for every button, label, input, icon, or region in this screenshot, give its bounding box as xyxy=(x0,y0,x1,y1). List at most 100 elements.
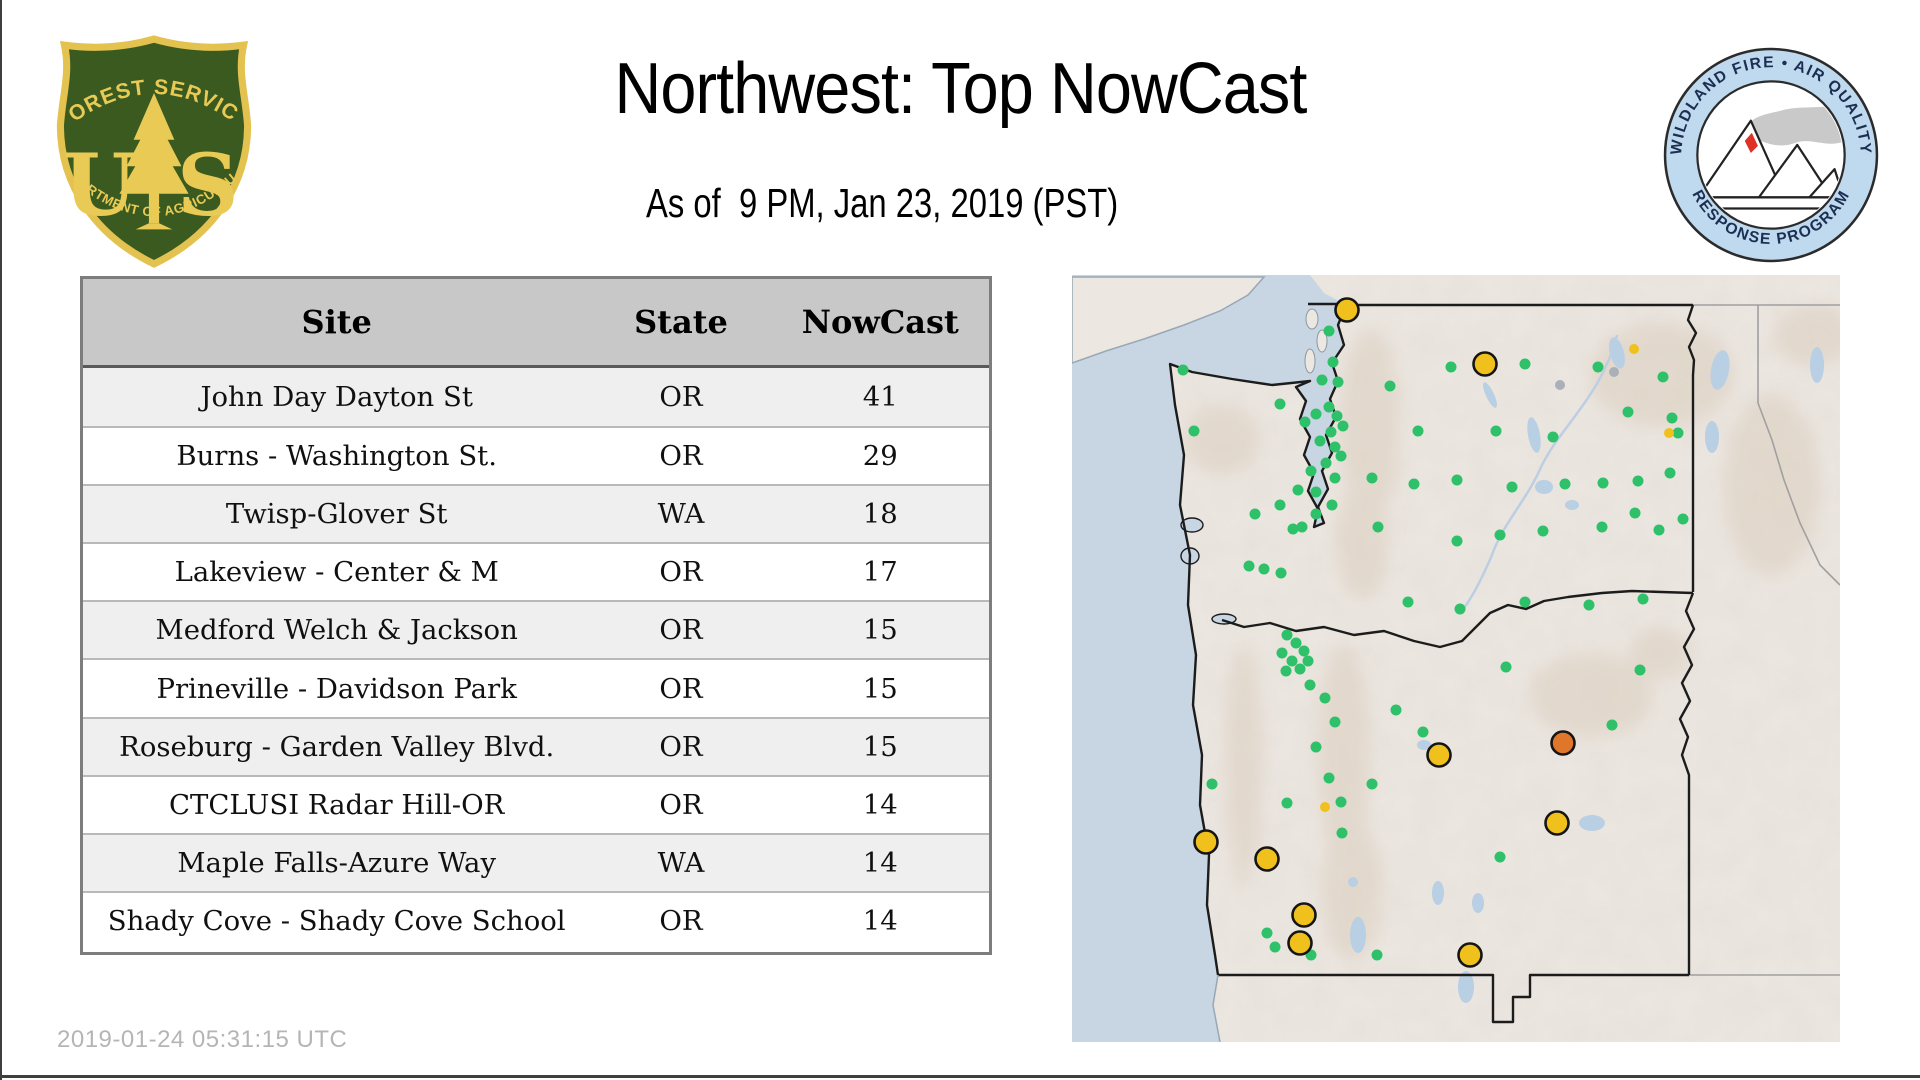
monitor-dot-green xyxy=(1269,941,1281,953)
monitor-dot-gray xyxy=(1609,367,1619,377)
monitor-dot-gray xyxy=(1555,380,1565,390)
monitor-dot-green xyxy=(1653,524,1665,536)
state-cell: WA xyxy=(657,498,705,531)
california-coast xyxy=(1212,974,1221,1042)
site-cell: Twisp-Glover St xyxy=(225,498,448,531)
monitor-dot-green xyxy=(1304,679,1316,691)
site-cell: Maple Falls-Azure Way xyxy=(177,846,496,879)
page-edge-line-left xyxy=(0,0,2,1080)
monitor-dot-green xyxy=(1451,474,1463,486)
monitor-dot-yellow-small xyxy=(1320,802,1330,812)
monitor-dot-green xyxy=(1672,427,1684,439)
monitor-dot-green xyxy=(1335,450,1347,462)
monitor-dot-green xyxy=(1294,663,1306,675)
monitor-dot-yellow-large xyxy=(1457,942,1483,968)
monitor-dot-green xyxy=(1664,467,1676,479)
monitor-dot-green xyxy=(1296,521,1308,533)
monitor-dot-green xyxy=(1331,410,1343,422)
monitor-dot-green xyxy=(1188,425,1200,437)
monitor-dot-green xyxy=(1287,523,1299,535)
monitor-dot-green xyxy=(1412,425,1424,437)
site-cell: Medford Welch & Jackson xyxy=(155,614,518,647)
monitor-dot-green xyxy=(1597,477,1609,489)
nowcast-cell: 18 xyxy=(862,498,898,531)
monitor-dot-green xyxy=(1329,472,1341,484)
monitor-dot-green xyxy=(1329,441,1341,453)
monitor-dot-green xyxy=(1637,593,1649,605)
monitor-dot-green xyxy=(1592,361,1604,373)
column-header-state: State xyxy=(634,303,728,341)
monitor-dot-green xyxy=(1629,507,1641,519)
monitor-dot-green xyxy=(1634,664,1646,676)
monitor-dot-green xyxy=(1677,513,1689,525)
monitor-dot-yellow-large xyxy=(1287,930,1313,956)
table-row: Prineville - Davidson Park OR 15 xyxy=(83,658,989,717)
monitor-dot-green xyxy=(1281,629,1293,641)
monitor-dot-yellow-large xyxy=(1291,902,1317,928)
table-header-row: Site State NowCast xyxy=(83,279,989,368)
monitor-dot-green xyxy=(1327,356,1339,368)
monitor-dot-yellow-large xyxy=(1426,742,1452,768)
monitor-dot-green xyxy=(1632,475,1644,487)
monitor-dot-green xyxy=(1310,741,1322,753)
monitor-dot-green xyxy=(1275,567,1287,579)
monitor-dot-green xyxy=(1519,358,1531,370)
smoke-icon xyxy=(1746,102,1843,146)
monitor-dot-green xyxy=(1506,481,1518,493)
state-outlines xyxy=(1168,302,1698,1024)
monitor-dot-green xyxy=(1366,778,1378,790)
monitor-dot-green xyxy=(1454,603,1466,615)
monitor-dot-green xyxy=(1274,499,1286,511)
nowcast-cell: 14 xyxy=(862,904,898,937)
page-subtitle: As of 9 PM, Jan 23, 2019 (PST) xyxy=(645,180,1119,226)
nowcast-cell: 15 xyxy=(862,730,898,763)
table-row: Maple Falls-Azure Way WA 14 xyxy=(83,832,989,891)
nowcast-cell: 15 xyxy=(862,614,898,647)
flame-icon xyxy=(1744,132,1758,153)
monitor-dot-green xyxy=(1276,647,1288,659)
monitor-dot-green xyxy=(1305,465,1317,477)
rivers xyxy=(1459,334,1619,614)
monitor-dot-green xyxy=(1329,716,1341,728)
monitor-dot-yellow-large xyxy=(1472,351,1498,377)
fs-logo-tree-icon xyxy=(119,93,189,230)
nowcast-cell: 41 xyxy=(862,381,898,414)
site-cell: CTCLUSI Radar Hill-OR xyxy=(169,788,505,821)
forest-service-logo: FOREST SERVICE U S DEPARTMENT OF AGRICUL… xyxy=(52,34,252,268)
table-body: John Day Dayton St OR 41 Burns - Washington… xyxy=(83,368,989,949)
monitor-dot-green xyxy=(1606,719,1618,731)
monitor-dot-green xyxy=(1299,416,1311,428)
nowcast-cell: 14 xyxy=(862,846,898,879)
monitor-dot-green xyxy=(1261,927,1273,939)
site-cell: Lakeview - Center & M xyxy=(174,556,499,589)
monitor-dot-green xyxy=(1500,661,1512,673)
state-cell: OR xyxy=(659,440,703,473)
monitor-dot-green xyxy=(1206,778,1218,790)
monitor-dot-green xyxy=(1310,486,1322,498)
generated-timestamp: 2019-01-24 05:31:15 UTC xyxy=(57,1026,348,1053)
monitor-dot-green xyxy=(1314,435,1326,447)
top-nowcast-table: Site State NowCast John Day Dayton St OR 4… xyxy=(80,276,992,955)
monitor-dot-green xyxy=(1249,508,1261,520)
monitor-dot-green xyxy=(1335,796,1347,808)
state-cell: OR xyxy=(659,788,703,821)
state-cell: OR xyxy=(659,614,703,647)
monitor-dot-yellow-large xyxy=(1334,297,1360,323)
monitor-dot-green xyxy=(1519,596,1531,608)
monitor-dot-green xyxy=(1384,380,1396,392)
site-cell: John Day Dayton St xyxy=(200,381,473,414)
monitor-dot-green xyxy=(1323,401,1335,413)
wildland-fire-air-quality-logo: WILDLAND FIRE • AIR QUALITY RESPONSE PRO… xyxy=(1663,47,1879,263)
monitor-map xyxy=(1072,275,1840,1042)
fs-logo-letter-s: S xyxy=(177,136,239,236)
monitor-dot-green xyxy=(1292,484,1304,496)
site-cell: Roseburg - Garden Valley Blvd. xyxy=(119,730,555,763)
monitor-dot-green xyxy=(1537,525,1549,537)
monitor-dot-yellow-large xyxy=(1254,846,1280,872)
state-cell: OR xyxy=(659,672,703,705)
monitor-dot-green xyxy=(1337,420,1349,432)
monitor-dot-green xyxy=(1320,457,1332,469)
monitor-dot-green xyxy=(1666,412,1678,424)
monitor-dot-green xyxy=(1657,371,1669,383)
table-row: Roseburg - Garden Valley Blvd. OR 15 xyxy=(83,716,989,775)
